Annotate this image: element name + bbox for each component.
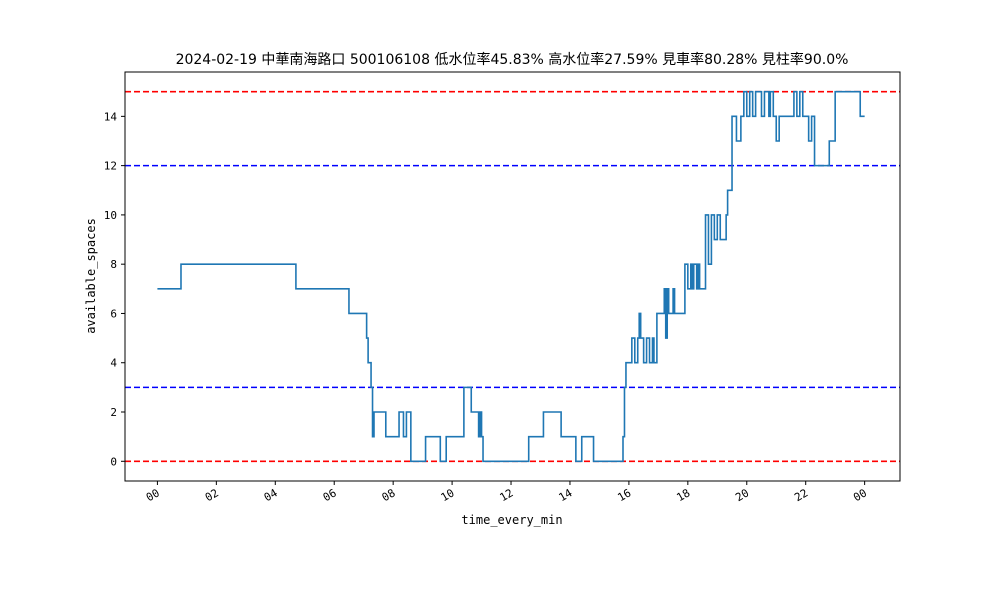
- y-tick-label: 14: [104, 110, 118, 123]
- plot-frame: [124, 71, 901, 482]
- x-tick-label: 06: [321, 486, 339, 504]
- x-tick-label: 14: [556, 486, 574, 504]
- x-tick-label: 12: [498, 486, 516, 504]
- x-tick-label: 22: [792, 486, 810, 504]
- x-tick-label: 18: [674, 486, 692, 504]
- y-axis-label: available_spaces: [84, 218, 98, 334]
- x-tick-label: 00: [144, 486, 162, 504]
- plot-layer: [125, 90, 900, 463]
- y-tick-label: 4: [110, 357, 117, 370]
- x-tick-label: 04: [262, 486, 280, 504]
- y-tick-label: 0: [110, 455, 117, 468]
- chart-title: 2024-02-19 中華南海路口 500106108 低水位率45.83% 高…: [176, 51, 849, 68]
- y-tick-label: 8: [110, 258, 117, 271]
- series-line-0: [157, 90, 865, 463]
- x-tick-label: 10: [439, 486, 457, 504]
- y-tick-label: 6: [110, 307, 117, 320]
- x-tick-label: 00: [851, 486, 869, 504]
- x-tick-label: 20: [733, 486, 751, 504]
- y-tick-label: 12: [104, 160, 117, 173]
- y-tick-label: 2: [110, 406, 117, 419]
- x-axis-label: time_every_min: [461, 513, 562, 527]
- x-tick-label: 08: [380, 486, 398, 504]
- y-tick-label: 10: [104, 209, 117, 222]
- x-tick-label: 02: [203, 486, 221, 504]
- x-tick-label: 16: [615, 486, 633, 504]
